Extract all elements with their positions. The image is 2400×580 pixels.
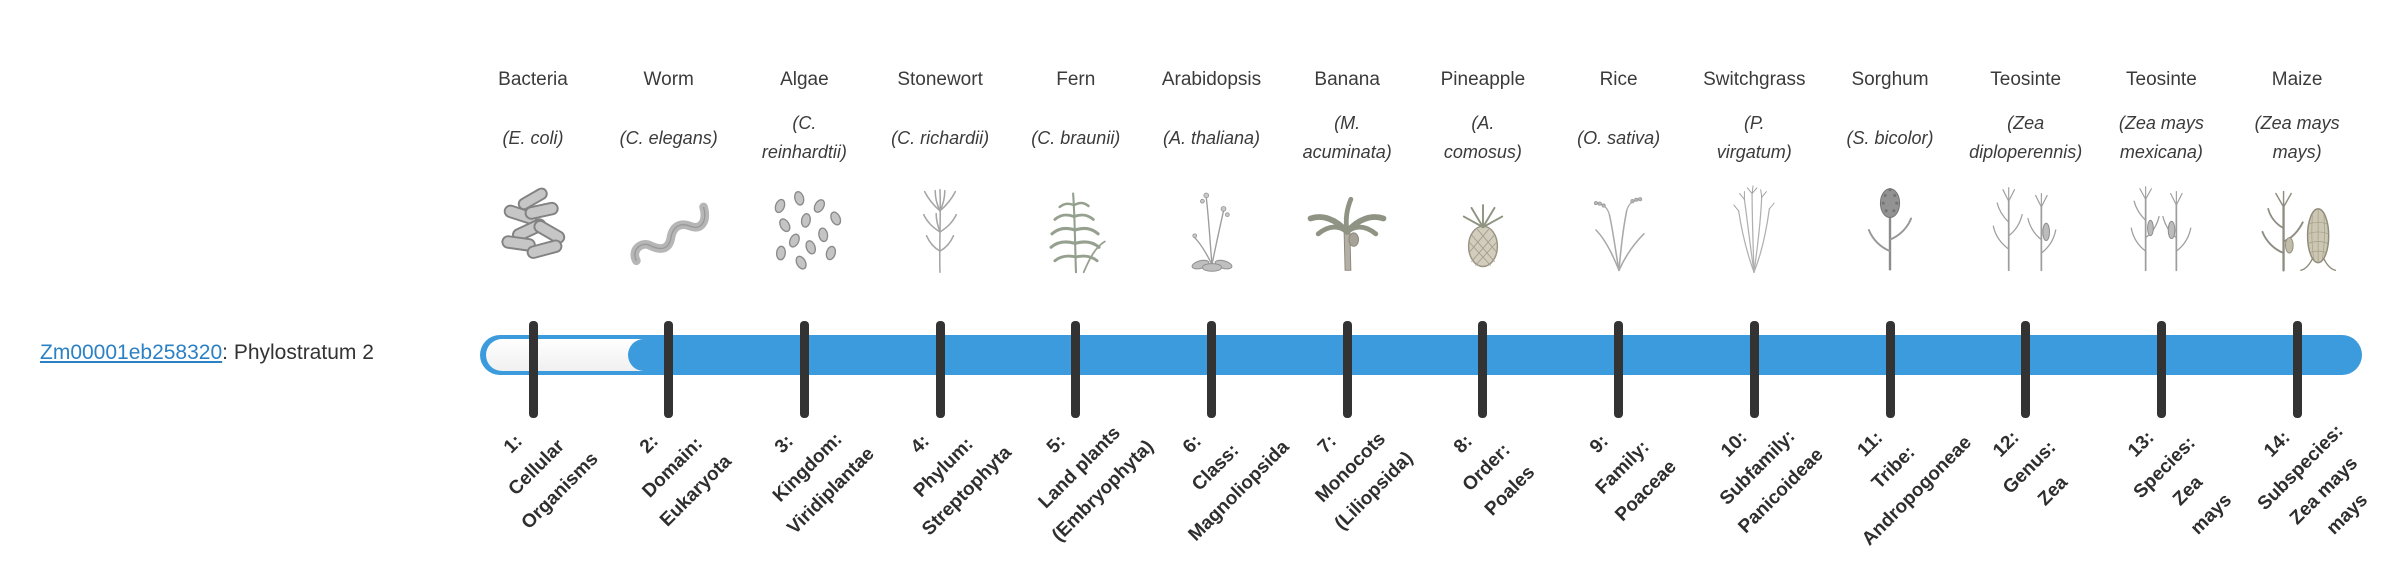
organism-species: (C. elegans) [619,127,718,148]
stratum-tick [799,321,809,418]
organism-name: Pineapple [1440,69,1526,90]
stratum-tick [528,321,538,418]
stratum-label: 14: Subspecies: Zea mays mays [2253,420,2373,539]
banana-icon [1277,178,1417,278]
organism-column: Fern (C. braunii) [1006,58,1146,278]
organism-name: Worm [643,69,694,90]
arabidopsis-icon [1142,178,1282,278]
organism-column: Teosinte (Zea mays mexicana) [2091,58,2231,278]
organism-column: Bacteria (E. coli) [463,58,603,278]
organism-species: (Zea mays mays) [2254,113,2340,162]
stratum-tick [1071,321,1081,418]
algae-icon [734,178,874,278]
organism-species: (Zea mays mexicana) [2118,113,2204,162]
fern-icon [1006,178,1146,278]
stratum-label: 13: Species: Zea mays [2124,427,2237,539]
organism-column: Arabidopsis (A. thaliana) [1142,58,1282,278]
stratum-tick [1749,321,1759,418]
pineapple-icon [1413,178,1553,278]
stratum-label: 2: Domain: Eukaryota [635,430,736,531]
organism-column: Stonewort (C. richardii) [870,58,1010,278]
organism-name: Banana [1314,69,1380,90]
organism-species: (O. sativa) [1577,127,1661,148]
organism-name: Switchgrass [1703,69,1806,90]
organism-name: Rice [1599,69,1638,90]
teosinte2-icon [2091,178,2231,278]
organism-name: Algae [780,69,829,90]
stratum-tick [1207,321,1216,418]
teosinte-icon [1956,178,2096,278]
stratum-tick [1614,321,1624,418]
stratum-label: 9: Family: Poaceae [1585,430,1681,526]
organism-column: Sorghum (S. bicolor) [1820,58,1960,278]
organism-name: Bacteria [498,69,568,90]
maize-icon [2227,178,2367,278]
stratum-label: 12: Genus: Zea [1988,427,2072,511]
stratum-label: 1: Cellular Organisms [499,430,603,534]
gene-id-link[interactable]: Zm00001eb258320 [40,341,223,364]
organism-column: Switchgrass (P. virgatum) [1684,58,1824,278]
stratum-tick [664,321,674,418]
organism-species: (E. coli) [502,127,564,148]
stratum-label: 7: Monocots (Liliopsida) [1311,428,1418,535]
organism-name: Sorghum [1851,69,1929,90]
stratum-tick [1885,321,1895,418]
organism-column: Rice (O. sativa) [1549,58,1689,278]
organism-species: (C. braunii) [1031,127,1121,148]
organism-species: (Zea diploperennis) [1969,113,2083,162]
stratum-tick [1478,321,1488,418]
organism-species: (C. richardii) [891,127,990,148]
gene-label: Zm00001eb258320: Phylostratum 2 [40,338,374,368]
organism-column: Teosinte (Zea diploperennis) [1956,58,2096,278]
stratum-tick [935,321,945,418]
organism-name: Maize [2271,69,2323,90]
organism-species: (P. virgatum) [1716,113,1792,162]
organism-name: Teosinte [2126,69,2197,90]
stratum-tick [2292,321,2302,418]
worm-icon [599,178,739,278]
organism-species: (A. thaliana) [1162,127,1261,148]
organism-column: Maize (Zea mays mays) [2227,58,2367,278]
stratum-label: 8: Order: Poales [1449,430,1539,521]
organism-name: Fern [1056,69,1096,90]
organism-species: (S. bicolor) [1846,127,1934,148]
organism-column: Worm (C. elegans) [599,58,739,278]
sorghum-icon [1820,178,1960,278]
organism-species: (M. acuminata) [1302,113,1392,162]
organism-species: (C. reinhardtii) [761,113,847,162]
switchgrass-icon [1684,178,1824,278]
organism-column: Pineapple (A. comosus) [1413,58,1553,278]
organism-column: Banana (M. acuminata) [1277,58,1417,278]
organism-species: (A. comosus) [1443,113,1522,162]
bacteria-icon [463,178,603,278]
stratum-tick [2021,321,2031,418]
stratum-tick [1342,321,1352,418]
organism-name: Arabidopsis [1161,69,1262,90]
stonewort-icon [870,178,1010,278]
organism-name: Teosinte [1990,69,2062,90]
organism-name: Stonewort [897,69,983,90]
rice-icon [1549,178,1689,278]
phylostratum-text: : Phylostratum 2 [222,341,374,364]
phylostratum-bar-fill [628,339,2356,371]
organism-column: Algae (C. reinhardtii) [734,58,874,278]
stratum-tick [2156,321,2166,418]
